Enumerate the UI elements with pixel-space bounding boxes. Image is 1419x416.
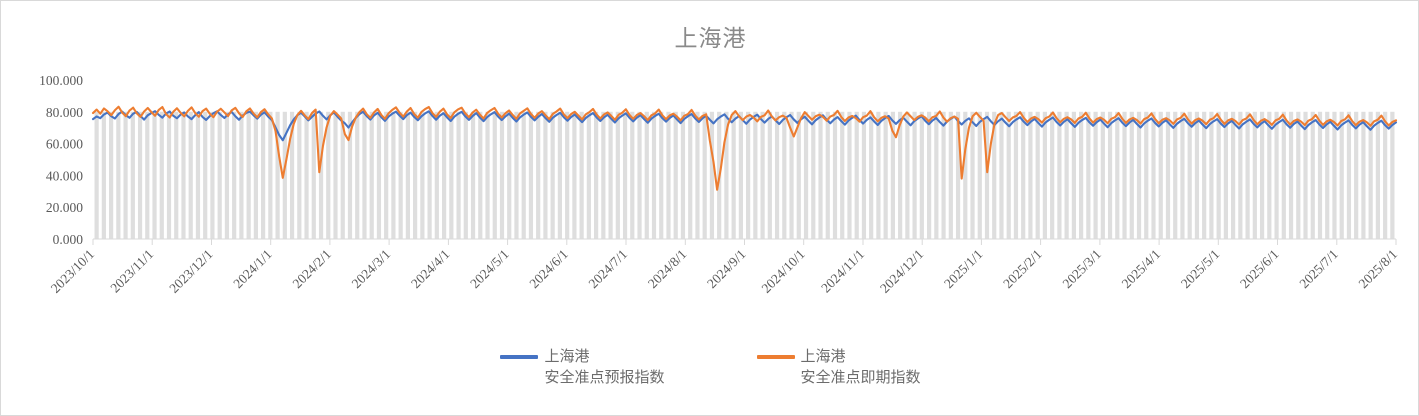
chart-legend: 上海港 安全准点预报指数 上海港 安全准点即期指数: [1, 346, 1418, 389]
chart-axes: [92, 238, 1397, 245]
background-bars: [94, 111, 1395, 239]
legend-label-forecast: 上海港 安全准点预报指数: [544, 348, 665, 387]
legend-swatch-spot: [756, 355, 795, 359]
svg-text:2023/10/1: 2023/10/1: [48, 247, 97, 296]
svg-text:100.000: 100.000: [39, 73, 83, 88]
legend-item-spot[interactable]: 上海港 安全准点即期指数: [756, 346, 921, 389]
svg-text:2024/9/1: 2024/9/1: [704, 247, 749, 292]
legend-label-spot: 上海港 安全准点即期指数: [800, 348, 921, 387]
svg-text:20.000: 20.000: [46, 200, 83, 215]
legend-item-forecast[interactable]: 上海港 安全准点预报指数: [500, 346, 665, 389]
svg-text:2025/4/1: 2025/4/1: [1119, 247, 1164, 292]
chart-series: [91, 105, 1398, 191]
svg-text:80.000: 80.000: [46, 105, 83, 120]
y-axis-ticklabels: 0.000 20.000 40.000 60.000 80.000 100.000: [39, 73, 83, 247]
legend-swatch-forecast: [500, 355, 539, 359]
svg-text:2024/11/1: 2024/11/1: [818, 247, 867, 296]
svg-text:2025/7/1: 2025/7/1: [1296, 247, 1341, 292]
svg-text:2024/2/1: 2024/2/1: [289, 247, 334, 292]
svg-text:60.000: 60.000: [46, 137, 83, 152]
svg-text:2025/2/1: 2025/2/1: [1000, 247, 1045, 292]
svg-text:2024/10/1: 2024/10/1: [758, 247, 807, 296]
svg-text:2024/12/1: 2024/12/1: [877, 247, 926, 296]
svg-text:2023/11/1: 2023/11/1: [107, 247, 156, 296]
svg-text:2024/4/1: 2024/4/1: [408, 247, 453, 292]
svg-text:2024/5/1: 2024/5/1: [467, 247, 512, 292]
svg-text:40.000: 40.000: [46, 168, 83, 183]
svg-text:2024/3/1: 2024/3/1: [349, 247, 394, 292]
svg-text:2024/8/1: 2024/8/1: [645, 247, 690, 292]
chart-title: 上海港: [674, 25, 747, 51]
svg-text:2025/5/1: 2025/5/1: [1178, 247, 1223, 292]
svg-text:2025/3/1: 2025/3/1: [1059, 247, 1104, 292]
svg-text:2024/1/1: 2024/1/1: [230, 247, 275, 292]
svg-text:2025/6/1: 2025/6/1: [1237, 247, 1282, 292]
x-axis-ticklabels: 2023/10/1 2023/11/1 2023/12/1 2024/1/1 2024/…: [48, 247, 1400, 296]
svg-text:0.000: 0.000: [53, 232, 84, 247]
svg-text:2024/7/1: 2024/7/1: [586, 247, 631, 292]
svg-text:2023/12/1: 2023/12/1: [166, 247, 215, 296]
svg-text:2025/8/1: 2025/8/1: [1356, 247, 1401, 292]
svg-text:2024/6/1: 2024/6/1: [526, 247, 571, 292]
svg-text:2025/1/1: 2025/1/1: [941, 247, 986, 292]
